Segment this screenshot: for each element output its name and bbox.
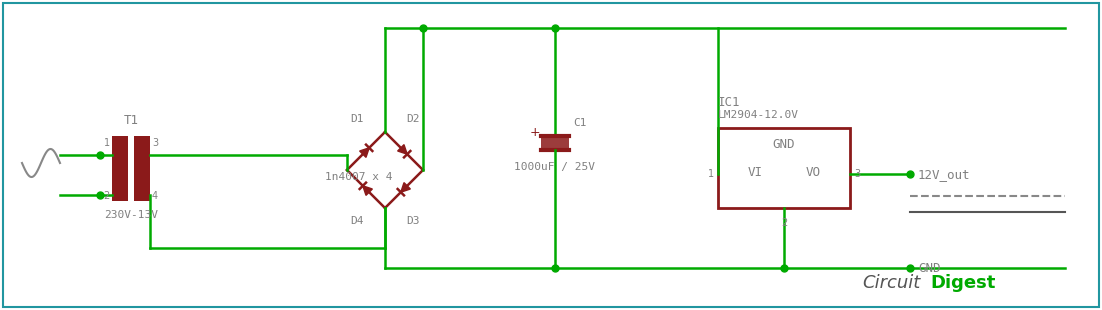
Text: C1: C1 xyxy=(573,118,586,128)
Text: 1: 1 xyxy=(104,138,110,148)
Text: D4: D4 xyxy=(350,216,364,226)
Bar xyxy=(719,128,850,208)
Polygon shape xyxy=(398,145,407,154)
Text: D2: D2 xyxy=(407,114,420,124)
Text: Circuit: Circuit xyxy=(862,274,920,292)
Text: 230V-13V: 230V-13V xyxy=(104,210,158,220)
Text: GND: GND xyxy=(773,138,796,151)
Text: 3: 3 xyxy=(152,138,158,148)
Bar xyxy=(134,136,150,201)
Text: 12V_out: 12V_out xyxy=(918,168,971,181)
Text: 2: 2 xyxy=(781,218,787,228)
Polygon shape xyxy=(359,148,369,157)
Text: 1000uF / 25V: 1000uF / 25V xyxy=(515,162,595,172)
Bar xyxy=(541,136,569,150)
Text: 1: 1 xyxy=(707,169,714,179)
Text: 4: 4 xyxy=(152,191,158,201)
Text: VI: VI xyxy=(747,166,763,179)
Text: LM2904-12.0V: LM2904-12.0V xyxy=(719,110,799,120)
Text: 2: 2 xyxy=(104,191,110,201)
Text: +: + xyxy=(530,126,540,139)
Polygon shape xyxy=(401,183,410,192)
Text: IC1: IC1 xyxy=(719,96,741,109)
Text: D3: D3 xyxy=(407,216,420,226)
Text: Digest: Digest xyxy=(930,274,995,292)
Text: 3: 3 xyxy=(854,169,861,179)
Text: GND: GND xyxy=(918,262,940,274)
Text: 1n4007 x 4: 1n4007 x 4 xyxy=(325,172,392,182)
Text: VO: VO xyxy=(806,166,821,179)
Polygon shape xyxy=(363,186,372,195)
Text: T1: T1 xyxy=(123,114,139,127)
Bar xyxy=(112,136,128,201)
Text: D1: D1 xyxy=(350,114,364,124)
